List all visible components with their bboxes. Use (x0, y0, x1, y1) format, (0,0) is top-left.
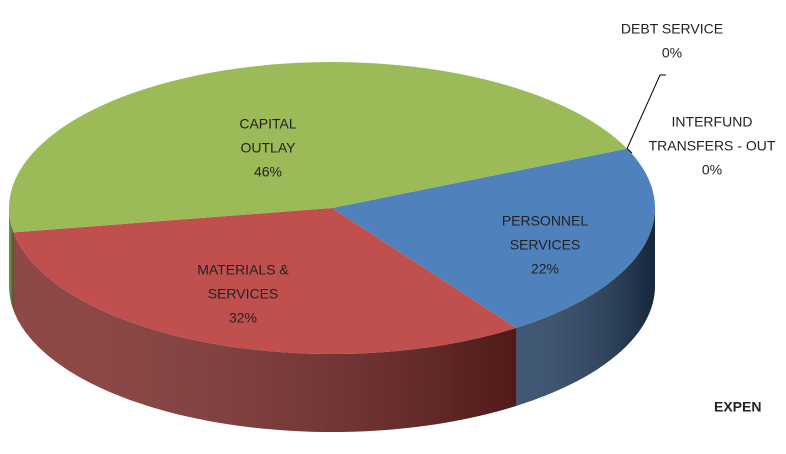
data-labels: PERSONNEL SERVICES 22% MATERIALS & SERVICES 3… (197, 21, 776, 326)
value-label: 22% (531, 261, 559, 277)
category-label: PERSONNEL (502, 213, 589, 229)
pie-side-shade (9, 208, 14, 311)
pie-slice (332, 148, 655, 328)
value-label: 0% (662, 45, 682, 61)
category-label: INTERFUND (672, 114, 753, 130)
pie-tops (9, 62, 655, 355)
pie-side-shade (13, 232, 517, 432)
value-label: 46% (254, 164, 282, 180)
pie-slice (9, 62, 628, 233)
chart-title: EXPEN (714, 399, 761, 415)
category-label: DEBT SERVICE (621, 21, 723, 37)
category-label: CAPITAL (239, 116, 297, 132)
leader-line (626, 74, 666, 149)
pie-slice (13, 208, 517, 355)
pie-sides (9, 208, 655, 432)
category-label: TRANSFERS - OUT (649, 138, 776, 154)
category-label: OUTLAY (241, 140, 297, 156)
value-label: 0% (702, 162, 722, 178)
category-label: SERVICES (510, 237, 581, 253)
leader-line (626, 148, 633, 154)
category-label: SERVICES (208, 286, 279, 302)
pie-side-shade (516, 208, 655, 406)
category-label: MATERIALS & (197, 262, 289, 278)
value-label: 32% (229, 310, 257, 326)
